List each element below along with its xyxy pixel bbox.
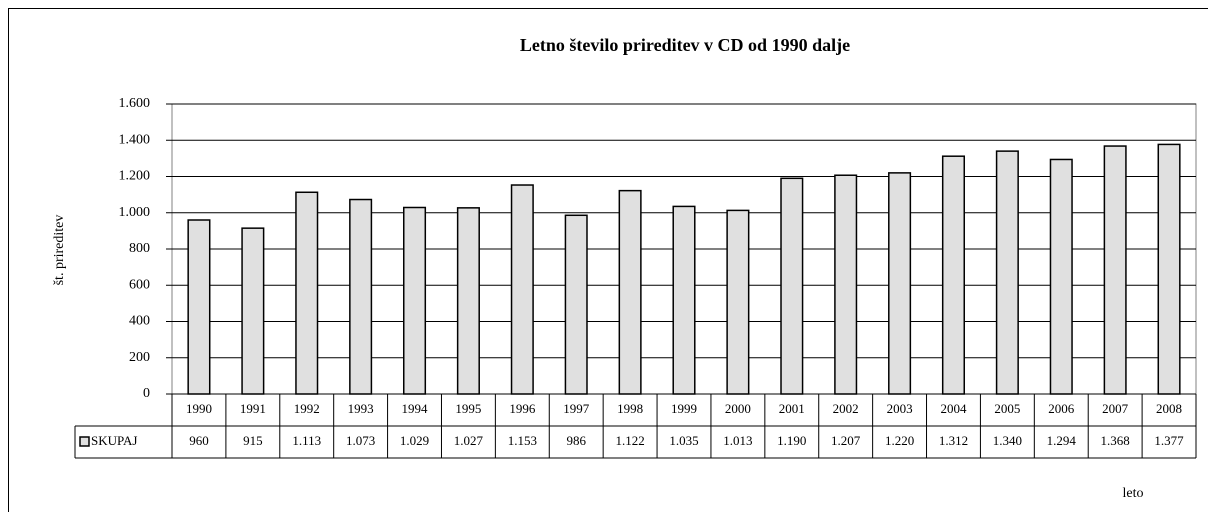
bar	[995, 150, 1019, 395]
data-label: 1.122	[615, 433, 644, 448]
bar	[349, 198, 373, 395]
x-tick-label: 1993	[348, 401, 374, 416]
data-label: 986	[566, 433, 586, 448]
data-label: 1.207	[831, 433, 861, 448]
y-tick-label: 200	[129, 350, 150, 365]
x-tick-label: 2008	[1156, 401, 1182, 416]
y-tick-label: 1.600	[119, 96, 151, 111]
y-tick-label: 1.200	[119, 169, 151, 184]
x-tick-label: 1990	[186, 401, 212, 416]
bar	[187, 219, 211, 395]
bar	[618, 189, 642, 395]
bar	[564, 214, 588, 395]
data-label: 1.027	[454, 433, 484, 448]
bar	[241, 227, 265, 395]
bar	[726, 209, 750, 395]
data-label: 1.113	[292, 433, 321, 448]
x-tick-label: 2000	[725, 401, 751, 416]
bar	[1049, 158, 1073, 395]
y-tick-label: 1.000	[119, 205, 151, 220]
x-tick-label: 1991	[240, 401, 266, 416]
data-label: 1.073	[346, 433, 375, 448]
x-tick-label: 1999	[671, 401, 697, 416]
data-label: 1.220	[885, 433, 914, 448]
bar	[941, 155, 966, 395]
x-tick-label: 2001	[779, 401, 805, 416]
y-tick-label: 1.400	[119, 132, 151, 147]
x-tick-label: 1992	[294, 401, 320, 416]
x-tick-label: 1995	[455, 401, 481, 416]
legend-swatch	[79, 436, 90, 447]
y-tick-label: 0	[143, 386, 150, 401]
data-label: 1.190	[777, 433, 806, 448]
data-label: 960	[189, 433, 209, 448]
y-tick-label: 400	[129, 314, 150, 329]
x-tick-label: 1994	[402, 401, 429, 416]
y-tick-label: 600	[129, 277, 150, 292]
bar	[780, 177, 804, 395]
x-tick-label: 2004	[940, 401, 967, 416]
x-tick-label: 2007	[1102, 401, 1129, 416]
bar	[295, 191, 319, 395]
bar	[834, 174, 858, 395]
bar	[510, 184, 534, 395]
bar	[456, 207, 480, 395]
data-label: 1.029	[400, 433, 429, 448]
y-tick-label: 800	[129, 241, 150, 256]
x-tick-label: 2003	[887, 401, 913, 416]
data-label: 1.294	[1047, 433, 1077, 448]
x-tick-label: 2005	[994, 401, 1020, 416]
bar	[888, 172, 912, 395]
data-label: 915	[243, 433, 263, 448]
data-label: 1.368	[1101, 433, 1130, 448]
x-tick-label: 1996	[509, 401, 536, 416]
x-tick-label: 2002	[833, 401, 859, 416]
data-label: 1.035	[669, 433, 698, 448]
bar	[402, 206, 427, 395]
data-label: 1.340	[993, 433, 1022, 448]
data-label: 1.013	[723, 433, 752, 448]
x-tick-label: 1998	[617, 401, 643, 416]
x-tick-label: 1997	[563, 401, 590, 416]
legend-label: SKUPAJ	[91, 433, 138, 448]
bar	[1157, 143, 1181, 395]
bar	[1103, 145, 1127, 395]
chart-title: Letno število prireditev v CD od 1990 da…	[520, 35, 850, 55]
x-tick-label: 2006	[1048, 401, 1075, 416]
data-label: 1.312	[939, 433, 968, 448]
y-axis-label: št. prireditev	[52, 215, 67, 286]
bar	[672, 205, 696, 395]
x-axis-label: leto	[1123, 486, 1144, 501]
data-label: 1.153	[508, 433, 537, 448]
data-label: 1.377	[1154, 433, 1184, 448]
